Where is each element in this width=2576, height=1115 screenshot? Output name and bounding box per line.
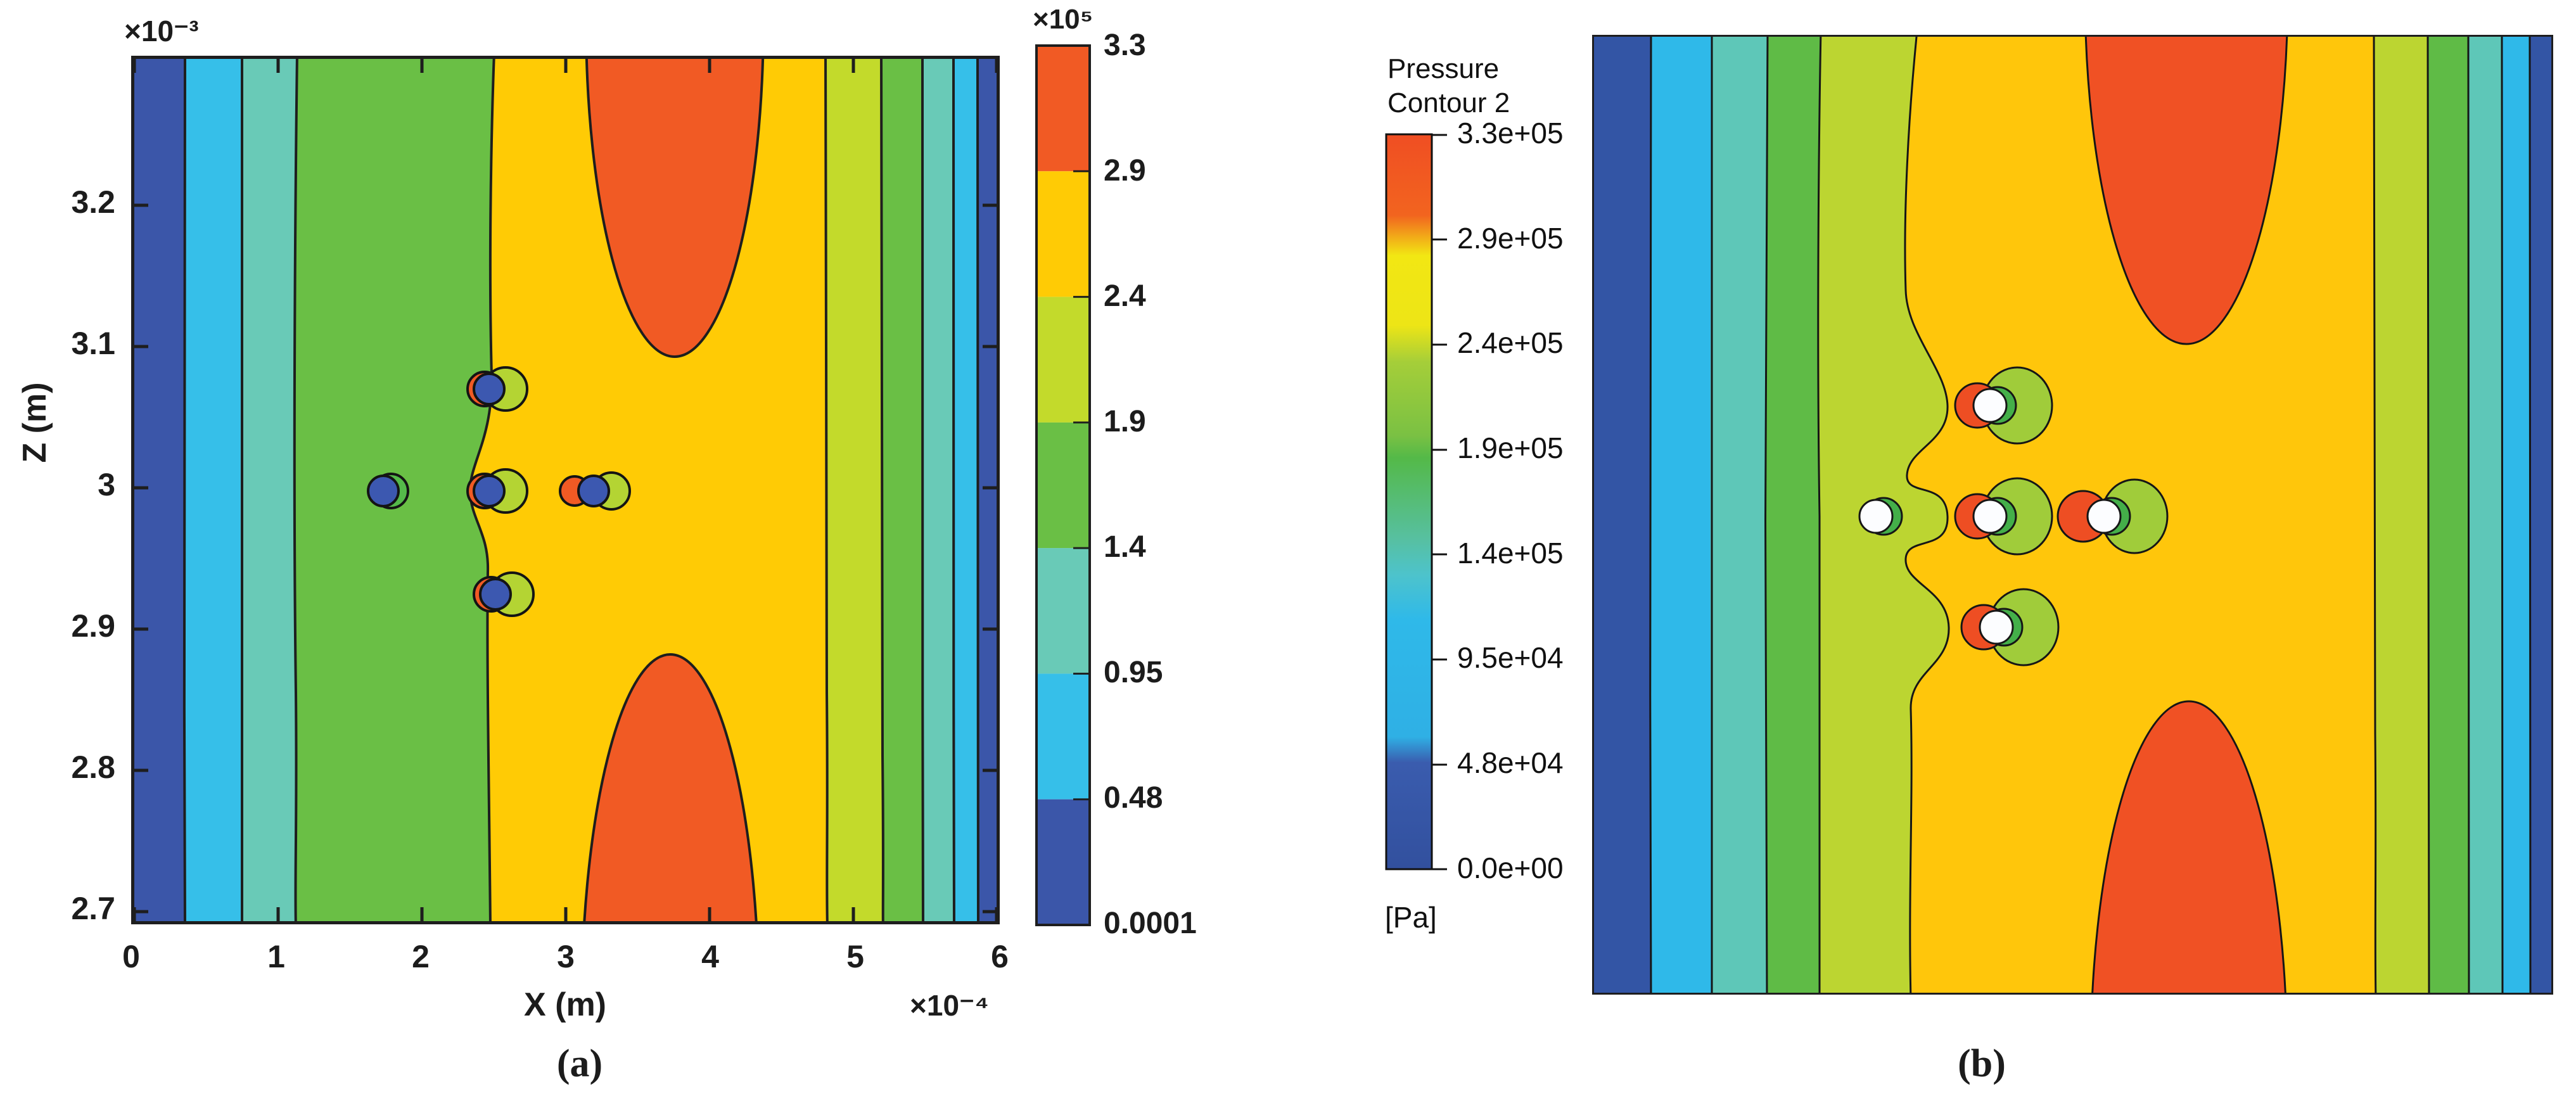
x-tick-label: 4	[701, 939, 719, 974]
y-tick-label: 2.8	[71, 749, 115, 785]
particle-a1	[367, 475, 400, 507]
x-axis-multiplier-a: ×10⁻⁴	[910, 989, 990, 1022]
x-tick-label: 3	[557, 939, 575, 974]
y-tick-label: 3.1	[71, 326, 115, 361]
y-tick-label: 2.9	[71, 608, 115, 644]
y-axis-multiplier-a: ×10⁻³	[124, 15, 199, 48]
colorbar-label: 0.48	[1104, 781, 1163, 815]
colorbar-a	[1035, 44, 1111, 929]
legend-title-line1: Pressure	[1387, 53, 1500, 84]
colorbar-multiplier-a: ×10⁵	[1033, 4, 1094, 35]
x-tick-label: 2	[412, 939, 430, 974]
x-tick-label: 0	[122, 939, 140, 974]
x-axis-label: X (m)	[524, 986, 606, 1023]
particle-a3	[473, 475, 506, 507]
legend-label: 2.9e+05	[1457, 222, 1564, 255]
particle-b3	[1972, 499, 2008, 534]
colorbar-label: 1.4	[1104, 530, 1146, 564]
particle-b1	[1858, 499, 1894, 534]
legend-label: 4.8e+04	[1457, 746, 1564, 779]
x-tick-label: 1	[267, 939, 285, 974]
contour-plot-b	[1592, 35, 2553, 995]
colorbar-label: 1.9	[1104, 405, 1146, 438]
legend-units: [Pa]	[1385, 901, 1437, 934]
y-axis-label: Z (m)	[16, 382, 53, 463]
y-tick-label: 3.2	[71, 184, 115, 220]
particle-b2	[1972, 388, 2008, 423]
particle-a5	[479, 578, 512, 611]
legend-label: 9.5e+04	[1457, 641, 1564, 674]
particle-b5	[1979, 609, 2014, 645]
caption-a: (a)	[556, 1042, 603, 1085]
legend-label: 3.3e+05	[1457, 117, 1564, 150]
x-tick-label: 5	[846, 939, 864, 974]
colorbar-label: 0.0001	[1104, 907, 1197, 940]
caption-b: (b)	[1958, 1042, 2006, 1085]
particle-b4	[2086, 499, 2122, 534]
axis-ticks-a	[134, 59, 997, 921]
contour-plot-a-graphic	[134, 59, 997, 921]
legend-label: 1.4e+05	[1457, 537, 1564, 570]
legend-title-line2: Contour 2	[1387, 87, 1510, 118]
legend-bar-b	[1385, 133, 1451, 872]
y-tick-label: 2.7	[71, 891, 115, 926]
contour-plot-a	[131, 56, 1000, 924]
y-tick-label: 3	[98, 467, 115, 502]
x-tick-label: 6	[991, 939, 1009, 974]
particle-a4	[577, 475, 610, 507]
contour-plot-b-graphic	[1594, 37, 2551, 993]
legend-label: 1.9e+05	[1457, 431, 1564, 464]
colorbar-label: 2.4	[1104, 279, 1146, 313]
legend-label: 2.4e+05	[1457, 326, 1564, 359]
colorbar-label: 2.9	[1104, 154, 1146, 188]
colorbar-label: 3.3	[1104, 29, 1146, 62]
legend-label: 0.0e+00	[1457, 851, 1564, 884]
particle-a2	[473, 373, 506, 405]
colorbar-label: 0.95	[1104, 656, 1163, 689]
